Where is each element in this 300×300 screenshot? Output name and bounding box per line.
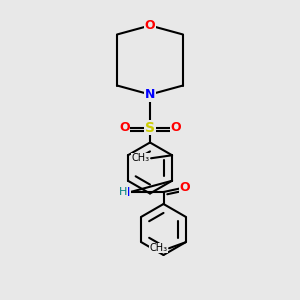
Text: N: N (120, 185, 130, 199)
Text: N: N (145, 88, 155, 101)
Text: H: H (119, 187, 128, 197)
Text: CH₃: CH₃ (149, 243, 168, 253)
Text: O: O (145, 19, 155, 32)
Text: CH₃: CH₃ (131, 153, 150, 163)
Text: O: O (119, 121, 130, 134)
Text: S: S (145, 121, 155, 134)
Text: O: O (179, 181, 190, 194)
Text: O: O (170, 121, 181, 134)
